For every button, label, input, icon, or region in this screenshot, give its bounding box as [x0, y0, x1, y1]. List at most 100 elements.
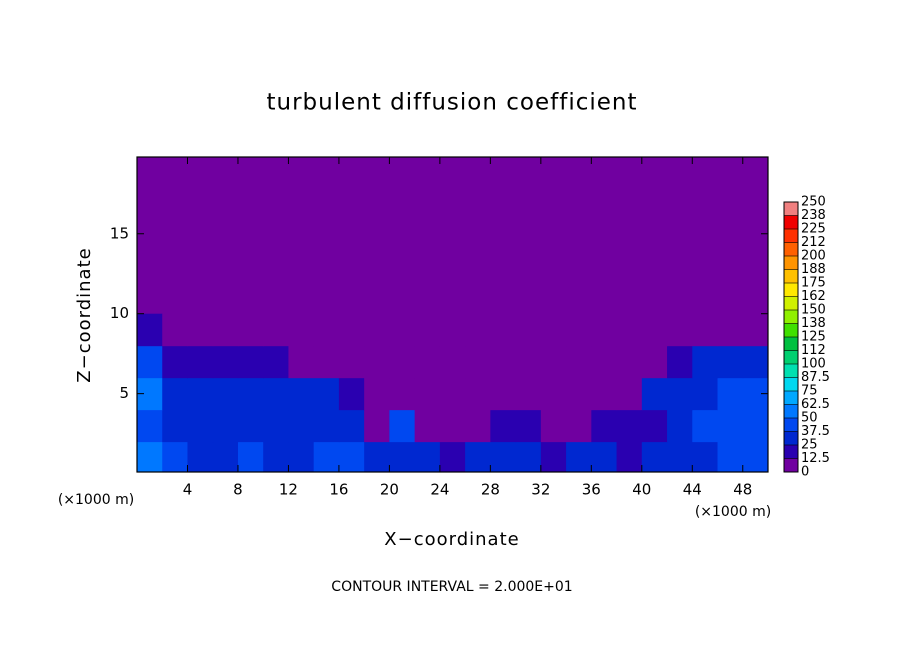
cell	[137, 345, 163, 379]
cell	[389, 409, 416, 443]
footnote: CONTOUR INTERVAL = 2.000E+01	[331, 579, 572, 595]
cell	[187, 409, 214, 443]
colorbar-swatch	[784, 377, 798, 391]
cell	[717, 313, 744, 347]
cell	[692, 409, 719, 443]
cell	[338, 441, 365, 472]
colorbar-label: 250	[801, 195, 826, 210]
cell	[641, 313, 668, 347]
colorbar-swatch	[784, 445, 798, 459]
cell	[364, 377, 390, 411]
cell	[616, 409, 643, 443]
cell	[667, 441, 693, 472]
cell	[742, 345, 768, 379]
cell	[338, 377, 365, 411]
cell	[263, 441, 289, 472]
colorbar-swatch	[784, 202, 798, 216]
cell	[414, 313, 441, 347]
cell	[439, 377, 466, 411]
colorbar-swatch	[784, 337, 798, 351]
cell	[237, 345, 264, 379]
colorbar-label: 212	[801, 235, 826, 250]
x-unit-label: (×1000 m)	[695, 504, 771, 520]
cell	[490, 345, 517, 379]
cell	[490, 441, 517, 472]
colorbar-label: 188	[801, 262, 826, 277]
colorbar-swatch	[784, 310, 798, 324]
colorbar-label: 50	[801, 411, 818, 426]
cell	[364, 345, 390, 379]
colorbar-label: 75	[801, 384, 818, 399]
cell	[591, 441, 618, 472]
cell	[616, 377, 643, 411]
colorbar-swatch	[784, 215, 798, 229]
colorbar-label: 12.5	[801, 451, 830, 466]
cell	[364, 313, 390, 347]
x-axis-label: X−coordinate	[384, 529, 519, 550]
cell	[313, 377, 340, 411]
cell	[389, 441, 416, 472]
cell	[338, 409, 365, 443]
cell	[540, 409, 567, 443]
chart-title: turbulent diffusion coefficient	[266, 90, 637, 116]
cell	[313, 441, 340, 472]
cell	[465, 409, 491, 443]
cell	[439, 409, 466, 443]
cell	[187, 377, 214, 411]
colorbar-swatch	[784, 269, 798, 283]
cell	[540, 441, 567, 472]
cell	[465, 313, 491, 347]
cell	[212, 345, 239, 379]
cell	[540, 313, 567, 347]
cell	[566, 313, 592, 347]
x-tick-label: 48	[733, 481, 752, 499]
x-tick-label: 40	[632, 481, 651, 499]
cell	[490, 409, 517, 443]
colorbar-swatch	[784, 404, 798, 418]
cell	[616, 313, 643, 347]
colorbar-swatch	[784, 391, 798, 405]
cell	[591, 377, 618, 411]
cell	[389, 345, 416, 379]
cell	[465, 377, 491, 411]
cell	[566, 377, 592, 411]
x-tick-label: 8	[233, 481, 243, 499]
x-unit-label: (×1000 m)	[58, 492, 134, 508]
cell	[465, 441, 491, 472]
cell	[717, 409, 744, 443]
cell	[288, 345, 315, 379]
cell	[288, 377, 315, 411]
cell	[212, 441, 239, 472]
colorbar-swatch	[784, 458, 798, 472]
cell	[212, 313, 239, 347]
cell	[616, 345, 643, 379]
cell	[313, 313, 340, 347]
cell	[490, 313, 517, 347]
cell	[313, 345, 340, 379]
cell	[742, 409, 768, 443]
cell	[490, 377, 517, 411]
cell	[742, 313, 768, 347]
x-tick-label: 12	[279, 481, 298, 499]
colorbar-label: 25	[801, 438, 818, 453]
cell	[641, 377, 668, 411]
cell	[212, 377, 239, 411]
cell	[288, 409, 315, 443]
cell	[591, 313, 618, 347]
cell	[237, 313, 264, 347]
plot-frame	[136, 156, 769, 473]
cell	[692, 441, 719, 472]
cell	[540, 377, 567, 411]
x-tick-label: 36	[582, 481, 601, 499]
cell	[162, 441, 188, 472]
colorbar-swatch	[784, 323, 798, 337]
y-tick-label: 10	[110, 304, 129, 322]
colorbar-label: 200	[801, 249, 826, 264]
cell	[364, 409, 390, 443]
colorbar-swatch	[784, 418, 798, 432]
colorbar-label: 100	[801, 357, 826, 372]
colorbar-label: 37.5	[801, 424, 830, 439]
colorbar-label: 87.5	[801, 370, 830, 385]
cell	[263, 377, 289, 411]
